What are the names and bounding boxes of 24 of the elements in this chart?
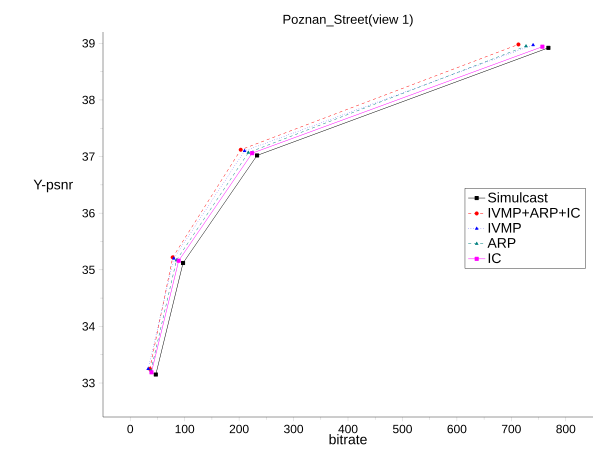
x-axis-title: bitrate — [330, 434, 367, 444]
legend-label: IC — [488, 253, 501, 264]
x-tick-label: 800 — [556, 424, 576, 434]
y-tick-label: 36 — [82, 208, 95, 218]
x-tick-label: 200 — [230, 424, 249, 434]
legend-label: IVMP — [488, 223, 521, 233]
y-tick-label: 38 — [82, 96, 95, 104]
x-tick-label: 600 — [448, 424, 466, 434]
y-tick-label: 37 — [82, 152, 95, 161]
y-tick-label: 33 — [82, 378, 95, 388]
x-tick-label: 300 — [284, 424, 304, 434]
x-tick-label: 500 — [392, 424, 412, 434]
y-tick-label: 35 — [82, 266, 95, 274]
x-tick-label: 0 — [127, 424, 134, 434]
legend-label: ARP — [487, 238, 516, 248]
x-tick-label: 700 — [502, 424, 521, 434]
legend-label: Simulcast — [488, 192, 548, 202]
x-tick-label: 100 — [176, 424, 194, 434]
legend-label: IVMP+ARP+IC — [488, 208, 580, 218]
y-tick-label: 34 — [82, 322, 95, 331]
chart-title: Poznan_Street(view 1) — [284, 14, 413, 26]
x-tick-label: 400 — [338, 424, 358, 434]
y-axis-title: Y-psnr — [34, 180, 73, 192]
y-tick-label: 39 — [82, 39, 95, 48]
